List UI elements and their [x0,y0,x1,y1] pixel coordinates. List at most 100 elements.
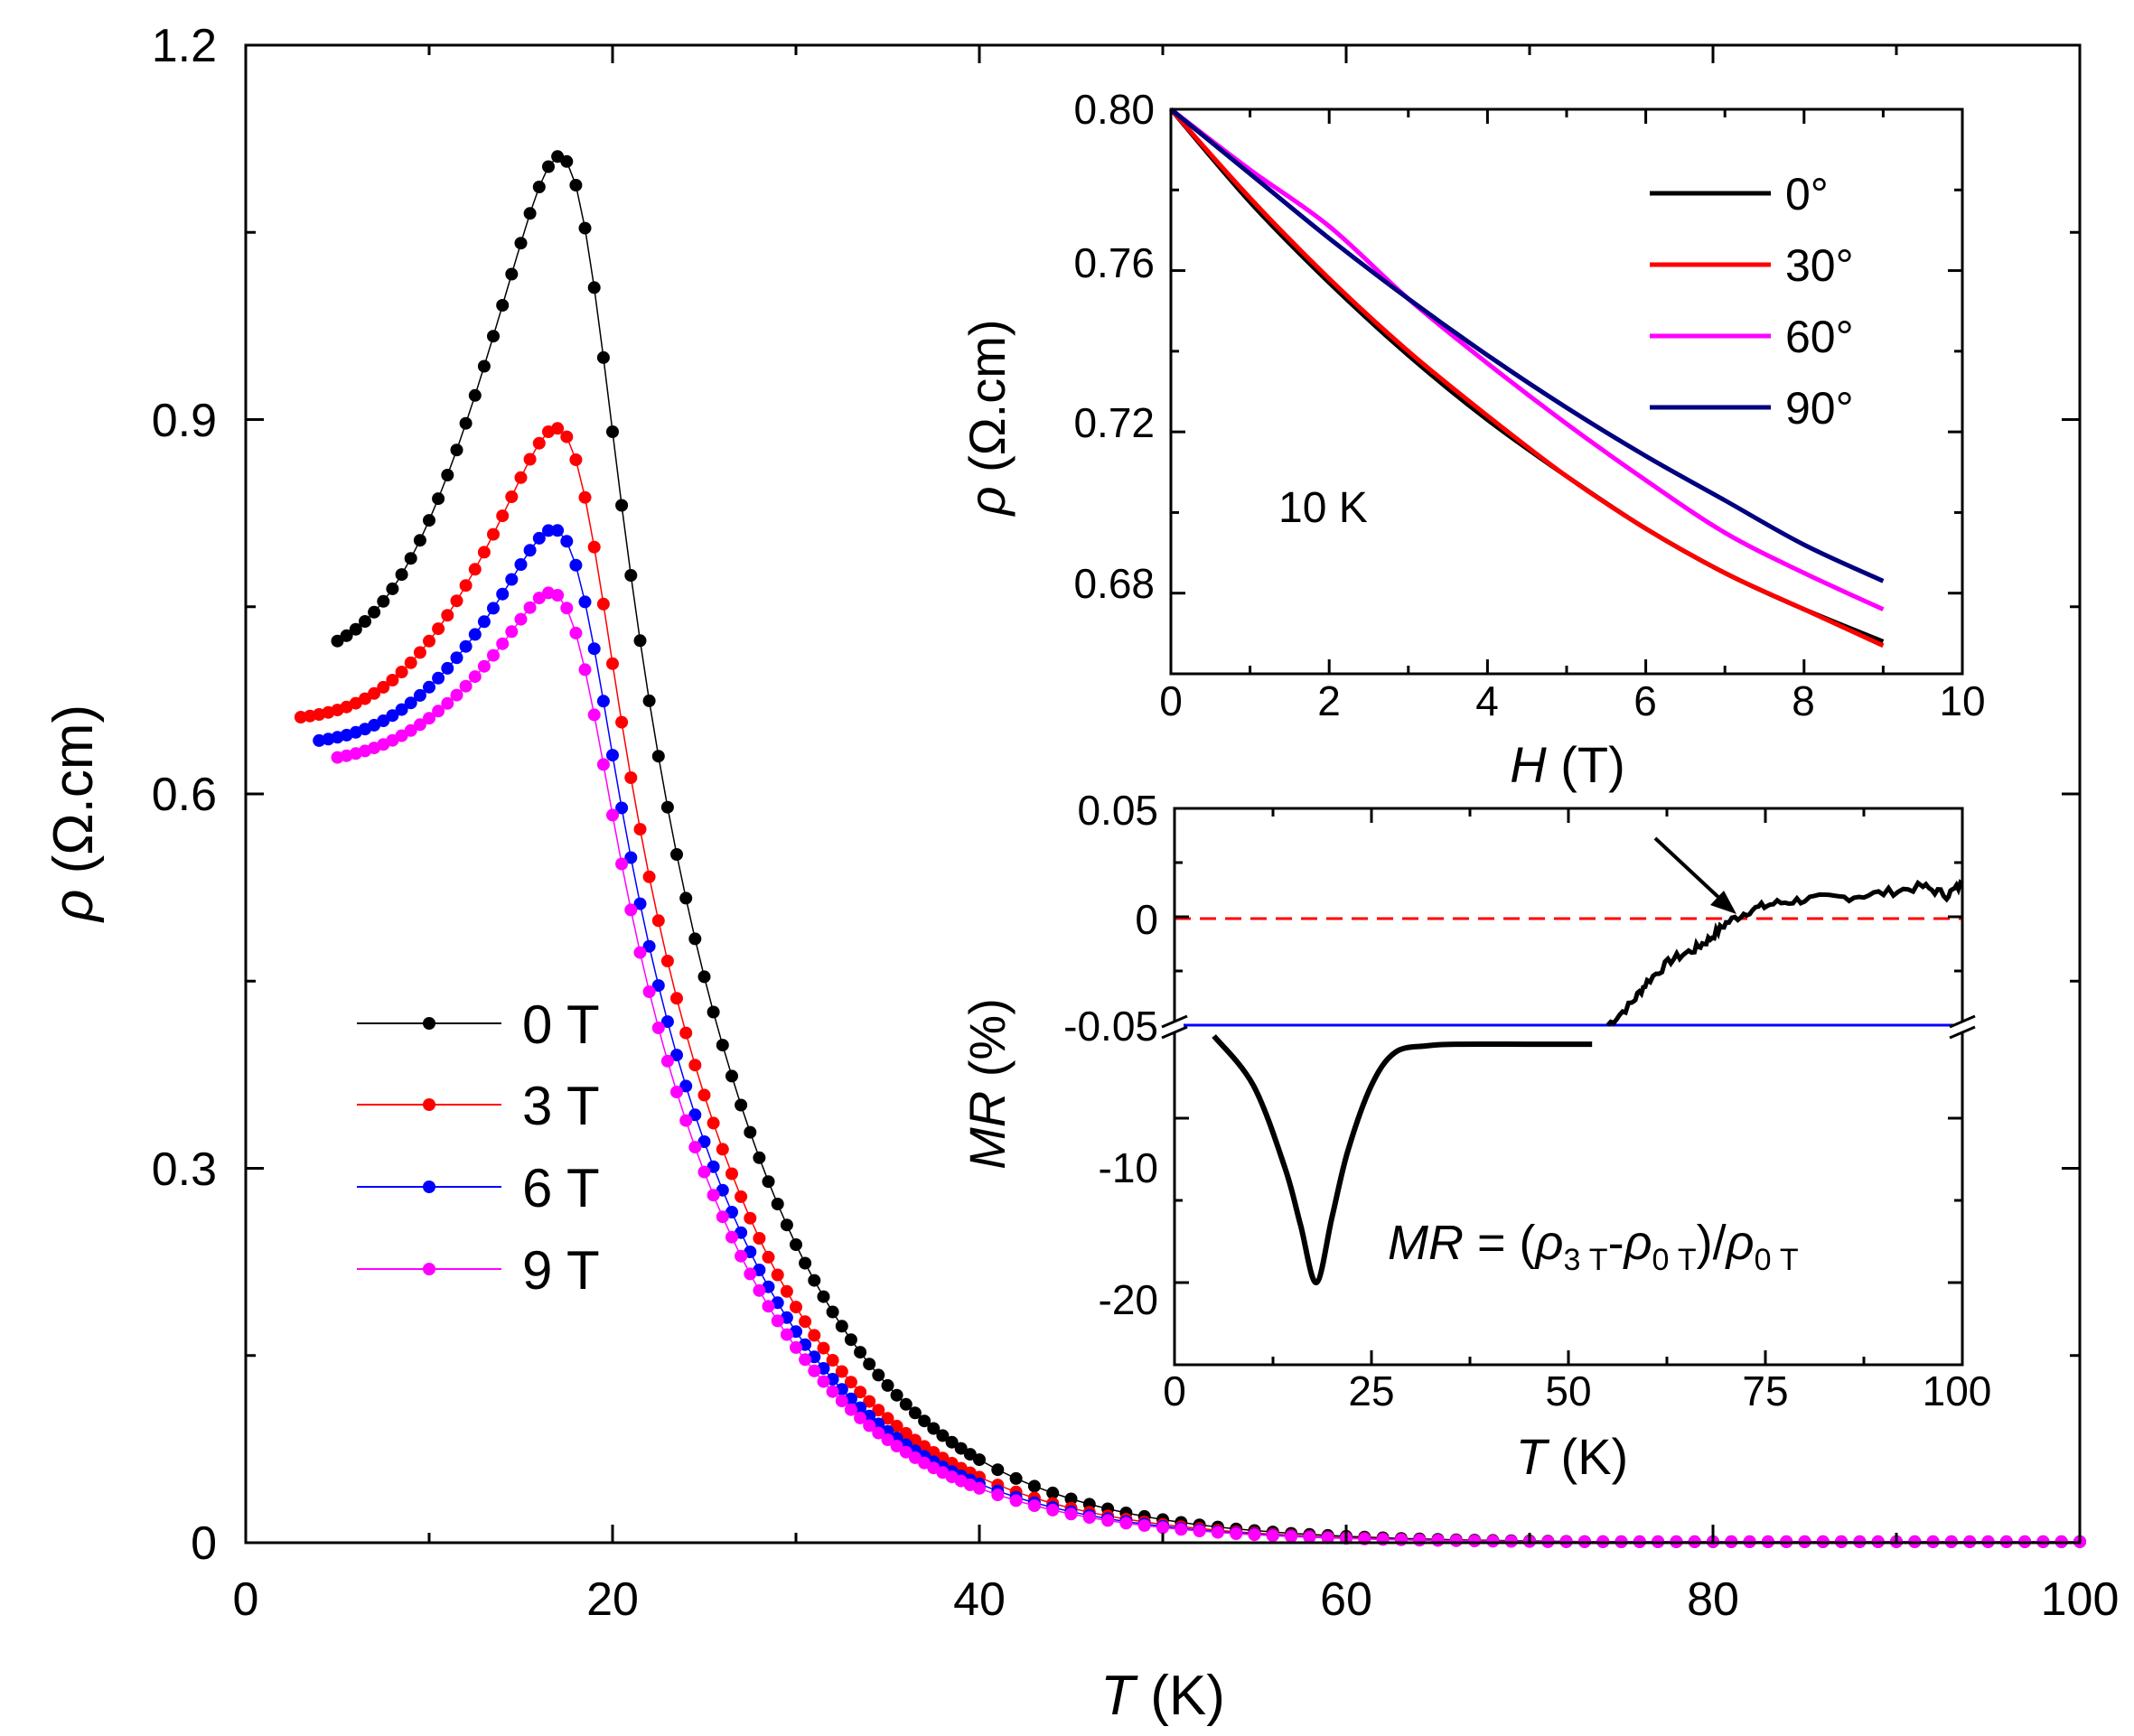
main-data-point-3T [780,1284,793,1298]
main-data-point-0T [780,1218,793,1232]
inset-top-x-tick-label: 2 [1317,677,1341,724]
inset-top-y-tick-label: 0.72 [1073,399,1155,446]
main-data-point-6T [505,573,519,586]
mr-formula: MR = (ρ3 T-ρ0 T)/ρ0 T [1388,1216,1799,1277]
main-data-point-9T [642,985,656,998]
main-data-point-0T [596,350,610,364]
inset-top-y-tick-labels: 0.68 0.72 0.76 0.80 [1073,86,1155,607]
main-data-point-3T [835,1365,848,1378]
legend-marker-6T [423,1181,435,1193]
main-data-point-6T [606,749,619,762]
main-data-point-6T [542,524,555,537]
main-data-point-0T [532,181,546,193]
main-data-point-9T [899,1445,913,1459]
main-data-point-9T [881,1433,894,1446]
main-data-point-0T [542,160,555,173]
inset-top-curves [1169,107,1885,649]
legend-entry-3T: 3 T [357,1076,600,1136]
main-data-point-9T [808,1364,821,1377]
main-data-point-0T [477,359,491,373]
main-data-point-0T [331,634,344,648]
main-data-point-0T [918,1414,931,1428]
main-data-point-9T [973,1481,986,1495]
main-data-point-9T [615,857,629,871]
main-data-point-6T [615,801,629,815]
main-data-point-0T [459,416,473,430]
main-data-point-3T [624,771,638,784]
main-y-tick-labels: 0 0.3 0.6 0.9 1.2 [152,20,217,1570]
main-data-point-0T [954,1442,968,1455]
legend-label-0T: 0 T [522,994,600,1055]
main-data-point-3T [441,609,454,622]
main-data-point-0T [826,1305,839,1319]
main-data-point-0T [340,629,353,642]
main-data-point-3T [799,1315,812,1329]
main-data-point-3T [863,1395,876,1408]
main-data-point-3T [753,1232,766,1245]
main-data-point-9T [908,1451,922,1464]
main-data-point-6T [532,531,546,545]
main-data-point-9T [1193,1525,1206,1537]
main-data-point-9T [523,601,537,614]
inset-bottom-y-tick-label: 0.05 [1077,787,1158,834]
main-data-point-9T [1009,1494,1023,1507]
main-data-point-0T [908,1406,922,1420]
main-data-point-0T [762,1175,775,1189]
main-data-point-0T [945,1435,959,1449]
main-data-point-9T [1394,1533,1408,1546]
main-data-point-3T [744,1211,757,1225]
legend-entry-0T: 0 T [357,994,600,1055]
main-data-point-3T [615,715,629,729]
inset-legend-label-0deg: 0° [1785,169,1829,219]
main-data-point-9T [413,718,426,732]
main-data-point-0T [487,330,500,343]
main-y-tick-label: 1.2 [152,20,217,72]
main-data-point-0T [514,237,528,250]
main-data-point-3T [477,546,491,559]
main-data-point-3T [688,1059,702,1072]
main-data-point-0T [735,1098,748,1112]
main-data-point-3T [523,453,537,466]
main-data-point-6T [423,680,435,694]
main-data-point-0T [423,514,435,527]
main-data-point-0T [1027,1479,1041,1493]
main-data-point-0T [560,154,574,168]
main-data-point-9T [991,1489,1005,1502]
main-data-point-3T [735,1190,748,1203]
main-data-point-0T [771,1198,784,1210]
main-data-point-9T [670,1086,683,1098]
main-data-point-9T [863,1419,876,1433]
main-data-point-0T [670,848,683,861]
axis-break-mark-left-upper [1161,1014,1188,1029]
main-data-point-0T [725,1069,738,1083]
inset-top-y-tick-label: 0.76 [1073,239,1155,286]
main-data-point-3T [826,1354,839,1367]
main-data-point-0T [817,1290,830,1303]
main-data-point-3T [762,1250,775,1264]
inset-top-background [1171,109,1962,674]
main-data-point-6T [587,642,601,656]
main-x-tick-label: 20 [586,1573,639,1626]
main-data-point-9T [753,1283,766,1297]
main-data-point-9T [468,670,482,684]
inset-top-x-tick-label: 8 [1792,677,1815,724]
main-data-point-9T [1156,1521,1169,1535]
main-x-tick-label: 80 [1687,1573,1739,1626]
main-data-point-6T [413,688,426,702]
main-data-point-9T [1303,1531,1316,1544]
main-data-point-9T [1027,1499,1041,1512]
main-data-point-3T [368,686,381,700]
main-data-point-0T [927,1422,941,1435]
main-data-point-0T [413,534,426,547]
main-data-point-0T [441,469,454,481]
main-data-point-9T [744,1267,757,1281]
inset-top-y-tick-label: 0.68 [1073,560,1155,607]
main-data-point-9T [725,1230,738,1244]
main-data-point-9T [606,808,619,822]
main-data-point-3T [808,1329,821,1342]
main-data-point-9T [1266,1529,1279,1543]
main-data-point-3T [468,563,482,576]
inset-bottom-y-tick-label: 0 [1135,896,1158,943]
main-data-point-0T [395,568,408,582]
inset-top-curve-90deg [1169,107,1885,583]
